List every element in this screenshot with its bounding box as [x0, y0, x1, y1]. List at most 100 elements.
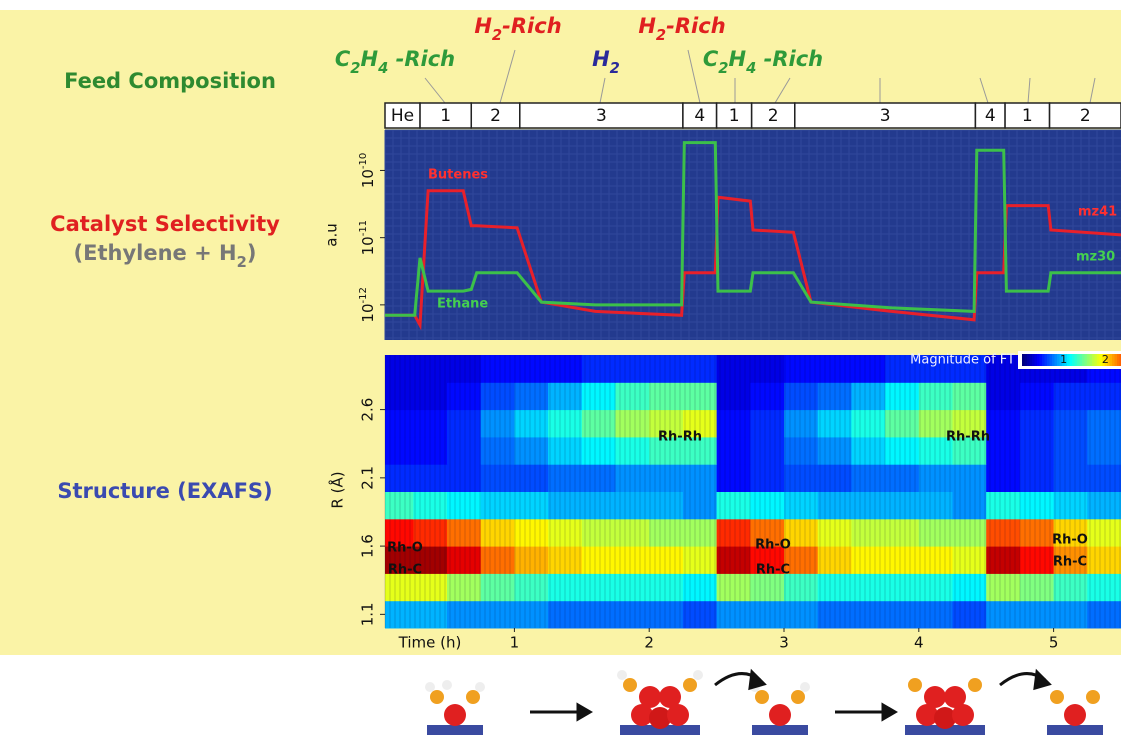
feed-segment-label: 4 [985, 106, 996, 126]
feed-label-part: 4 [377, 60, 388, 77]
feed-label-part: H [592, 47, 610, 71]
heat-cell [784, 492, 818, 520]
series-label: Butenes [428, 168, 488, 183]
heat-cell [385, 573, 414, 601]
heat-cell [1054, 410, 1088, 438]
annotation: Rh-Rh [658, 430, 702, 445]
annotation: Rh-O [755, 538, 791, 553]
feed-segment-label: 2 [490, 106, 501, 126]
heat-cell [649, 492, 683, 520]
annotation: Rh-O [387, 541, 423, 556]
heat-cell [1087, 382, 1121, 410]
y-tick-base: 10 [359, 236, 377, 255]
heat-cell [447, 492, 481, 520]
x-tick-label: 3 [779, 634, 789, 652]
feed-segment-label: 3 [596, 106, 607, 126]
heat-cell [582, 601, 616, 629]
feed-label-part: -Rich [502, 14, 561, 38]
y-tick-label: 1.6 [359, 534, 377, 558]
y-axis-label: R (Å) [328, 471, 347, 508]
y-tick-exponent: -10 [358, 153, 369, 169]
y-tick-base: 10 [359, 169, 377, 188]
heat-cell [919, 382, 953, 410]
heat-cell [717, 437, 751, 465]
heat-cell [717, 546, 751, 574]
heat-cell [784, 355, 818, 383]
heat-cell [1054, 601, 1088, 629]
heat-cell [1054, 464, 1088, 492]
heat-cell [919, 573, 953, 601]
cluster [617, 670, 703, 735]
heat-cell [1054, 492, 1088, 520]
cluster [1047, 690, 1103, 735]
feed-label-part: 2 [718, 60, 728, 77]
annotation: mz30 [1076, 250, 1115, 265]
annotation: Rh-C [1053, 555, 1087, 570]
y-axis-label: a.u [323, 223, 341, 246]
colorbar-tick-label: 2 [1102, 353, 1109, 366]
feed-segment-label: 1 [440, 106, 451, 126]
series-label: Ethane [437, 297, 488, 312]
figure: Feed Composition Catalyst Selectivity (Eth… [0, 0, 1121, 738]
feed-segment-label: 2 [1080, 106, 1091, 126]
feed-label-part: H [361, 47, 379, 71]
heat-cell [717, 519, 751, 547]
x-tick-label: 2 [644, 634, 654, 652]
heat-cell [1087, 437, 1121, 465]
heat-cell [649, 382, 683, 410]
heat-cell [649, 573, 683, 601]
y-tick-label: 2.6 [359, 398, 377, 422]
heat-cell [447, 464, 481, 492]
heat-cell [717, 355, 751, 383]
x-tick-label: 5 [1049, 634, 1059, 652]
heat-cell [649, 464, 683, 492]
heat-cell [717, 601, 751, 629]
heat-cell [717, 464, 751, 492]
heat-cell [582, 355, 616, 383]
heat-cell [1087, 573, 1121, 601]
heat-cell [447, 519, 481, 547]
x-tick-label: 1 [510, 634, 520, 652]
feed-row-label: Feed Composition [64, 69, 276, 93]
feed-label-part: -Rich [756, 47, 823, 71]
heat-cell [1087, 492, 1121, 520]
feed-label-part: 2 [610, 60, 620, 77]
heat-cell [582, 464, 616, 492]
feed-segment-label: He [391, 106, 414, 126]
heat-cell [582, 382, 616, 410]
y-tick-base: 10 [359, 303, 377, 322]
heat-cell [717, 382, 751, 410]
annotation: Rh-O [1052, 533, 1088, 548]
annotation: Rh-Rh [946, 430, 990, 445]
annotation: mz41 [1078, 205, 1117, 220]
heat-cell [717, 410, 751, 438]
feed-segment-label: 3 [880, 106, 891, 126]
feed-label-part: 2 [656, 27, 666, 44]
heat-cell [919, 601, 953, 629]
y-tick-label: 1.1 [359, 602, 377, 626]
feed-label-part: -Rich [388, 47, 455, 71]
heat-cell [649, 546, 683, 574]
y-tick-label: 2.1 [359, 466, 377, 490]
heat-cell [919, 519, 953, 547]
heat-cell [1054, 573, 1088, 601]
heat-cell [649, 519, 683, 547]
annotation: Rh-C [756, 563, 790, 578]
heat-cell [919, 464, 953, 492]
heat-cell [385, 464, 414, 492]
heat-cell [1087, 519, 1121, 547]
heat-cell [919, 492, 953, 520]
colorbar-tick-label: 1 [1060, 353, 1067, 366]
heat-cell [1087, 464, 1121, 492]
heat-cell [1087, 546, 1121, 574]
heat-cell [385, 382, 414, 410]
cluster [750, 682, 810, 735]
feed-label-part: C [703, 47, 719, 71]
cluster [425, 680, 485, 735]
heat-cell [447, 355, 481, 383]
selectivity-row-sublabel-part: (Ethylene + H [74, 241, 237, 265]
feed-label-part: 4 [745, 60, 756, 77]
heat-cell [1054, 437, 1088, 465]
page: Feed Composition Catalyst Selectivity (Eth… [0, 0, 1121, 738]
selectivity-row-label: Catalyst Selectivity [50, 212, 280, 236]
